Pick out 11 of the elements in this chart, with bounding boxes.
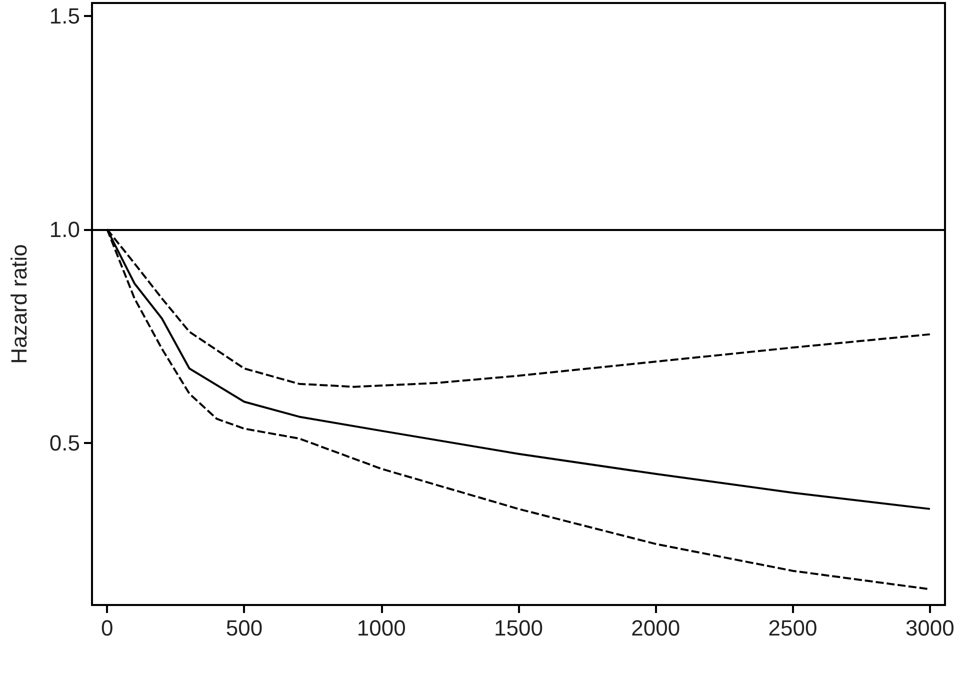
x-tick-label: 0 (100, 616, 114, 640)
y-tick-label: 1.0 (49, 216, 80, 242)
y-tick-label: 1.5 (49, 3, 80, 28)
x-tick-label: 3000 (905, 616, 954, 640)
y-tick-label: 0.5 (49, 430, 80, 456)
x-tick-label: 2500 (768, 616, 818, 640)
x-tick-label: 1500 (494, 616, 543, 640)
x-tick-label: 1000 (356, 616, 406, 640)
x-tick-label: 500 (226, 616, 263, 640)
x-tick-label: 2000 (631, 616, 680, 640)
y-axis-title: Hazard ratio (6, 244, 32, 364)
